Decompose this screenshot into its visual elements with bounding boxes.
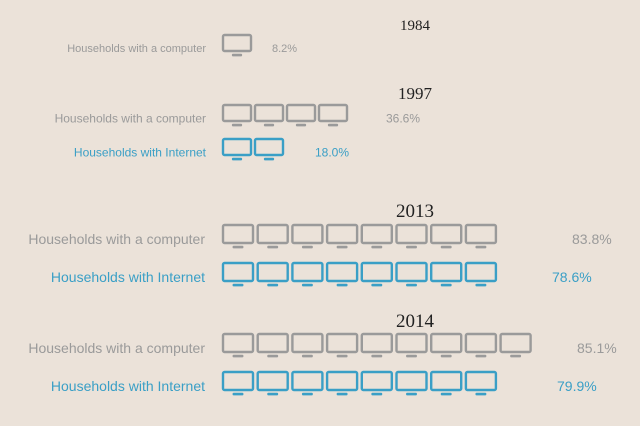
monitor-icon [360,223,393,249]
monitor-icon [430,223,463,249]
series-label: Households with Internet [74,145,207,159]
monitor-icon [253,137,285,161]
monitor-icon [395,370,428,396]
value-label: 18.0% [315,145,349,159]
internet-row: Households with Internet 18.0% [74,137,349,161]
monitor-icon [325,261,359,287]
internet-row: Households with Internet 78.6% [51,261,592,287]
monitor-icon [430,332,463,358]
monitor-icon [464,261,498,287]
year-heading: 2014 [396,311,435,332]
monitor-icon [256,223,289,249]
value-label: 8.2% [272,43,297,55]
monitor-icon [464,223,498,249]
monitor-icon [221,137,253,161]
monitor-icon [325,332,359,358]
monitor-icon [325,370,359,396]
value-label: 78.6% [552,269,592,285]
year-heading: 1997 [398,84,433,103]
monitor-icon [291,261,324,287]
monitor-icon [256,261,289,287]
year-heading: 1984 [400,18,431,34]
monitor-icon [430,261,463,287]
series-label: Households with Internet [51,378,205,394]
monitor-icon [256,332,289,358]
series-label: Households with a computer [28,340,205,356]
year-heading: 2013 [396,201,434,222]
value-label: 85.1% [577,340,617,356]
series-label: Households with a computer [55,111,206,125]
series-label: Households with Internet [51,269,205,285]
monitor-icon [360,332,393,358]
monitor-icon [360,370,393,396]
series-label: Households with a computer [28,231,205,247]
monitor-icon [499,332,532,358]
monitor-icon [395,261,428,287]
year-group-1984: 1984 Households with a computer 8.2% [67,18,431,57]
value-label: 83.8% [572,231,612,247]
computer-row: Households with a computer 8.2% [67,33,297,57]
series-label: Households with a computer [67,43,206,55]
monitor-icon [360,261,393,287]
computer-row: Households with a computer 36.6% [55,103,420,127]
monitor-icon [464,332,498,358]
monitor-icon [221,332,255,358]
monitor-icon [430,370,463,396]
monitor-icon [291,223,324,249]
monitor-icon [253,103,285,127]
monitor-icon [464,370,498,396]
monitor-icon [221,261,255,287]
value-label: 36.6% [386,111,420,125]
monitor-icon [221,223,255,249]
monitor-icon [221,103,253,127]
monitor-icon [221,33,253,57]
internet-row: Households with Internet 79.9% [51,370,597,396]
monitor-icon [291,370,324,396]
monitor-icon [285,103,317,127]
value-label: 79.9% [557,378,597,394]
monitor-icon [221,370,255,396]
monitor-icon [395,223,428,249]
monitor-icon [291,332,324,358]
computer-row: Households with a computer 83.8% [28,223,612,249]
monitor-icon [317,103,349,127]
monitor-icon [395,332,428,358]
computer-row: Households with a computer 85.1% [28,332,617,358]
monitor-icon [325,223,359,249]
monitor-icon [256,370,289,396]
